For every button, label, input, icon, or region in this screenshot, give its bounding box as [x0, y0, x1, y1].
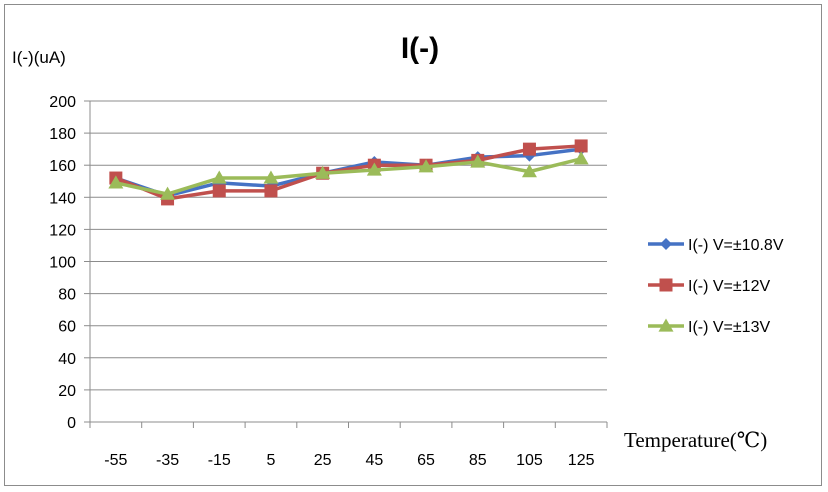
x-tick-label: 105	[516, 452, 543, 469]
x-tick-label: -55	[104, 452, 127, 469]
data-point	[470, 154, 486, 168]
data-point	[418, 159, 434, 173]
data-point	[211, 170, 227, 184]
x-tick-label: -35	[156, 452, 179, 469]
data-point	[574, 139, 588, 153]
y-tick-label: 100	[49, 255, 76, 272]
data-point	[573, 151, 589, 165]
data-point	[212, 184, 226, 198]
legend-marker	[658, 318, 674, 332]
data-point	[263, 170, 279, 184]
y-tick-label: 0	[67, 415, 76, 432]
series-line	[115, 157, 582, 196]
legend-item: I(-) V=±13V	[648, 318, 770, 336]
y-tick-label: 40	[58, 351, 76, 368]
legend-marker	[660, 238, 672, 250]
x-tick-label: 65	[417, 452, 435, 469]
y-axis-label: I(-)(uA)	[12, 48, 66, 67]
x-tick-label: 85	[469, 452, 487, 469]
data-point	[160, 186, 176, 200]
y-tick-label: 80	[58, 287, 76, 304]
y-tick-label: 180	[49, 126, 76, 143]
legend-marker	[659, 278, 673, 292]
data-point	[315, 165, 331, 179]
x-tick-label: 45	[365, 452, 383, 469]
data-point	[264, 184, 278, 198]
x-tick-label: 25	[314, 452, 332, 469]
x-tick-label: 5	[266, 452, 275, 469]
x-tick-label: 125	[568, 452, 595, 469]
legend-item: I(-) V=±10.8V	[648, 237, 784, 254]
data-point	[522, 142, 536, 156]
series-layer	[108, 139, 589, 206]
data-point	[366, 162, 382, 176]
y-tick-label: 160	[49, 158, 76, 175]
data-point	[521, 164, 537, 178]
y-tick-label: 20	[58, 383, 76, 400]
legend-label: I(-) V=±10.8V	[688, 237, 784, 254]
axes: 0 20 40 60 80 100 120 140 160 180 200 -55 -35 -15 5 25 4…	[49, 94, 608, 469]
legend: I(-) V=±10.8V I(-) V=±12V I(-) V=±13V	[648, 237, 784, 336]
legend-item: I(-) V=±12V	[648, 278, 770, 295]
legend-label: I(-) V=±12V	[688, 278, 770, 295]
y-tick-label: 200	[49, 94, 76, 111]
y-tick-label: 120	[49, 222, 76, 239]
x-tick-label: -15	[208, 452, 231, 469]
chart-title: I(-)	[401, 32, 439, 65]
data-point	[108, 175, 124, 189]
chart-frame	[4, 4, 822, 486]
series-line	[115, 144, 582, 201]
legend-label: I(-) V=±13V	[688, 319, 770, 336]
y-tick-label: 140	[49, 190, 76, 207]
series-3	[108, 151, 589, 200]
y-tick-label: 60	[58, 319, 76, 336]
x-axis-label: Temperature(℃)	[624, 428, 767, 452]
